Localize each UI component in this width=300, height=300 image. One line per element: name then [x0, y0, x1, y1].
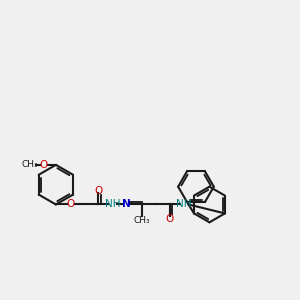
Text: CH₃: CH₃: [134, 216, 150, 225]
Text: NH: NH: [105, 200, 120, 209]
Text: O: O: [67, 200, 75, 209]
Text: N: N: [122, 200, 130, 209]
Text: O: O: [166, 214, 174, 224]
Text: O: O: [94, 186, 103, 196]
Text: O: O: [40, 160, 48, 170]
Text: NH: NH: [176, 200, 191, 209]
Text: CH₃: CH₃: [22, 160, 38, 169]
